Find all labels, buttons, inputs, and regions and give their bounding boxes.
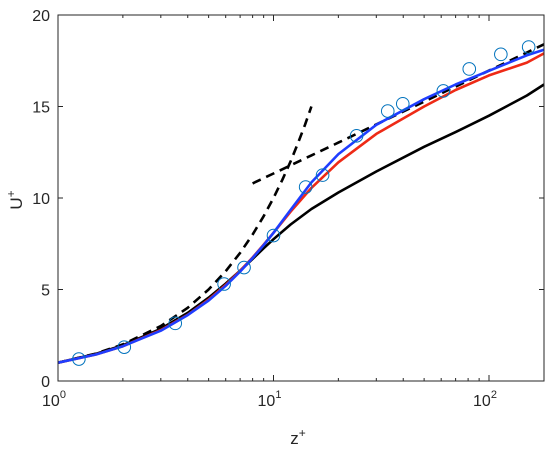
data-point	[72, 352, 86, 366]
y-axis-label: U+	[4, 190, 26, 209]
data-point	[380, 104, 395, 118]
plot-frame	[57, 14, 545, 382]
data-point	[298, 180, 313, 194]
data-point	[462, 62, 477, 76]
data-point	[521, 40, 536, 54]
data-point	[217, 277, 231, 291]
y-tick-label: 0	[41, 374, 50, 391]
y-tick-label: 5	[41, 283, 50, 300]
data-point	[349, 128, 364, 143]
data-point	[315, 168, 330, 182]
y-tick-label: 15	[32, 100, 50, 117]
data-point	[436, 84, 451, 98]
data-point	[494, 47, 508, 62]
series-line-1	[57, 106, 313, 364]
x-axis-label: z+	[290, 426, 306, 448]
y-tick-label: 10	[32, 191, 50, 208]
data-point	[117, 340, 132, 354]
y-tick-label: 20	[32, 8, 50, 25]
x-tick-label: 101	[258, 389, 282, 410]
data-point	[168, 316, 183, 331]
data-point	[266, 228, 281, 243]
x-tick-label: 100	[42, 389, 66, 410]
data-point	[395, 96, 410, 111]
series-layer	[57, 40, 545, 366]
tick-labels: 0 5 10 15 20 100 101 102	[32, 8, 497, 410]
x-tick-label: 102	[473, 389, 497, 410]
data-point	[237, 260, 251, 275]
